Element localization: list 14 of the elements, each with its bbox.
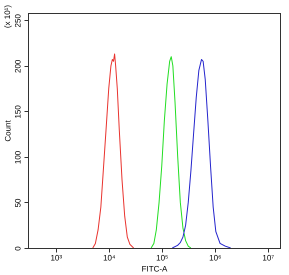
y-tick-label: 50 (14, 198, 22, 208)
text: (x 10¹) (3, 4, 12, 28)
y-tick-label: 250 (14, 14, 22, 28)
y-tick-label: 150 (14, 104, 22, 119)
x-tick-label: 10⁵ (156, 254, 168, 262)
y-tick-label: 0 (14, 246, 22, 251)
x-tick-label: 10³ (50, 254, 62, 262)
y-axis-title: Count (4, 120, 12, 142)
y-tick-label: 100 (14, 150, 22, 164)
x-tick-label: 10⁴ (103, 254, 116, 262)
y-tick-label: 200 (14, 59, 22, 74)
x-tick-label: 10⁷ (262, 254, 274, 262)
x-tick-label: 10⁶ (209, 254, 222, 262)
x-axis-title: FITC-A (142, 264, 168, 274)
